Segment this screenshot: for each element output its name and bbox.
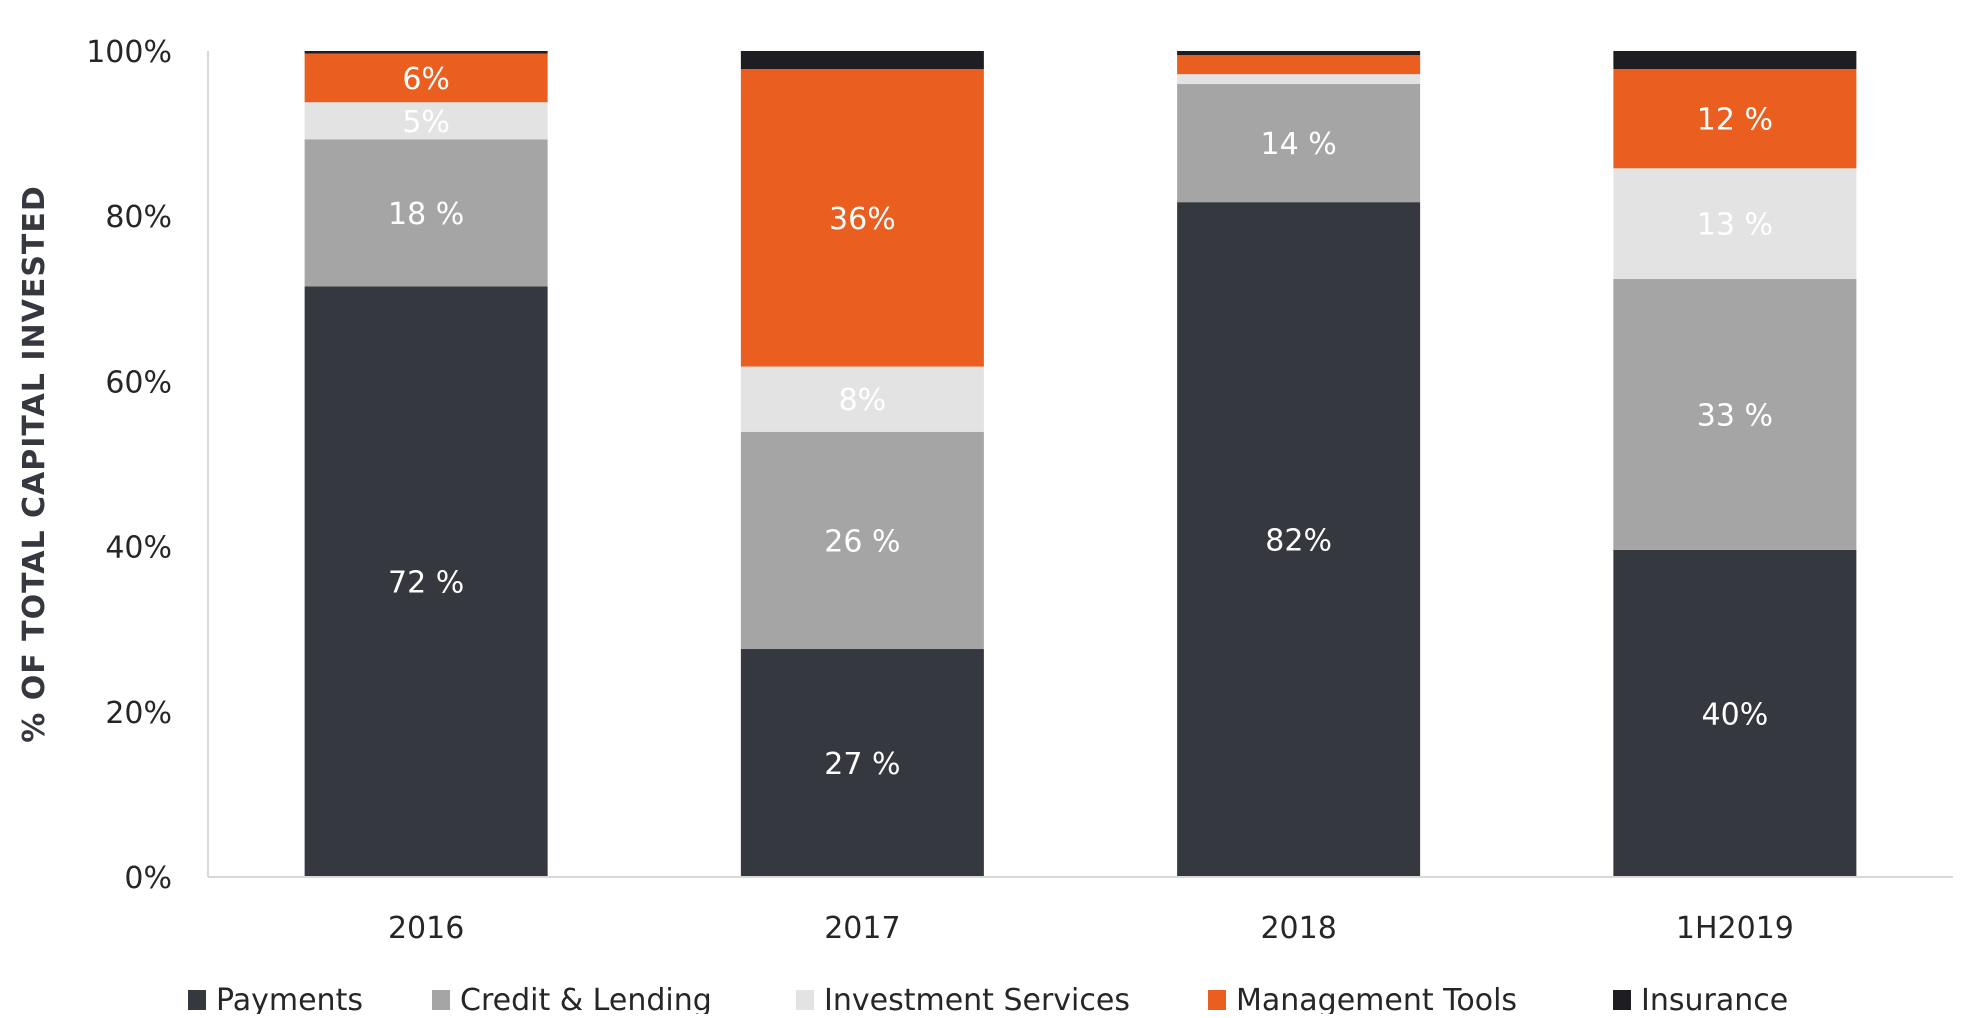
legend-label: Investment Services [824,983,1130,1014]
bar-segment [740,431,984,650]
y-tick-label: 100% [86,35,172,70]
legend-label: Management Tools [1236,983,1517,1014]
segment-labels: 72 % 18 % 5% 6% 27 % 26 % 8% 36% 82% 14 % 40% 33 % 1… [388,62,1773,782]
x-tick-label: 2018 [1260,911,1336,946]
y-tick-labels: 0% 20% 40% 60% 80% 100% [86,35,172,896]
x-tick-label: 1H2019 [1676,911,1794,946]
x-tick-labels: 2016 2017 2018 1H2019 [388,911,1794,946]
data-label: 18 % [388,197,464,232]
data-label: 26 % [824,524,900,559]
legend-swatch [1613,990,1631,1010]
legend-item: Credit & Lending [432,983,712,1018]
bar-segment [1177,55,1421,75]
bars-layer [304,51,1857,877]
data-label: 27 % [824,747,900,782]
bar-segment [740,366,984,432]
data-label: 14 % [1261,127,1337,162]
legend: Payments Credit & Lending Investment Servi… [188,983,1788,1018]
data-label: 33 % [1697,398,1773,433]
y-tick-label: 20% [105,696,172,731]
data-label: 72 % [388,566,464,601]
legend-swatch [188,990,206,1010]
bar-segment [304,102,548,140]
bar-segment [740,649,984,877]
y-tick-label: 60% [105,365,172,400]
bar-segment [1177,74,1421,85]
bar-segment [740,69,984,367]
y-tick-label: 0% [124,861,172,896]
bar-segment [1177,84,1421,203]
data-label: 36% [829,202,896,237]
bar-segment [1613,278,1857,550]
y-axis-title: % OF TOTAL CAPITAL INVESTED [17,185,52,743]
data-label: 5% [402,105,450,140]
bar-segment [304,53,548,103]
bar-segment [1177,51,1421,56]
legend-label: Credit & Lending [460,983,712,1014]
data-label: 82% [1265,524,1332,559]
y-tick-label: 80% [105,200,172,235]
x-tick-label: 2016 [388,911,464,946]
x-tick-label: 2017 [824,911,900,946]
data-label: 13 % [1697,208,1773,243]
legend-swatch [432,990,450,1010]
data-label: 40% [1702,697,1769,732]
y-tick-label: 40% [105,531,172,566]
legend-item: Insurance [1613,983,1788,1018]
bar-segment [1177,202,1421,877]
data-label: 8% [839,383,887,418]
bar-segment [1613,168,1857,279]
data-label: 12 % [1697,103,1773,138]
bar-segment [1613,549,1857,877]
legend-swatch [796,990,814,1010]
legend-label: Payments [216,983,363,1014]
bar-segment [304,286,548,877]
legend-swatch [1208,990,1226,1010]
bar-segment [740,51,984,70]
legend-item: Payments [188,983,363,1018]
legend-item: Investment Services [796,983,1130,1018]
bar-segment [1613,51,1857,70]
data-label: 6% [402,62,450,97]
bar-segment [304,51,548,54]
legend-label: Insurance [1641,983,1788,1014]
legend-item: Management Tools [1208,983,1517,1018]
bar-segment [1613,69,1857,169]
bar-segment [304,139,548,287]
